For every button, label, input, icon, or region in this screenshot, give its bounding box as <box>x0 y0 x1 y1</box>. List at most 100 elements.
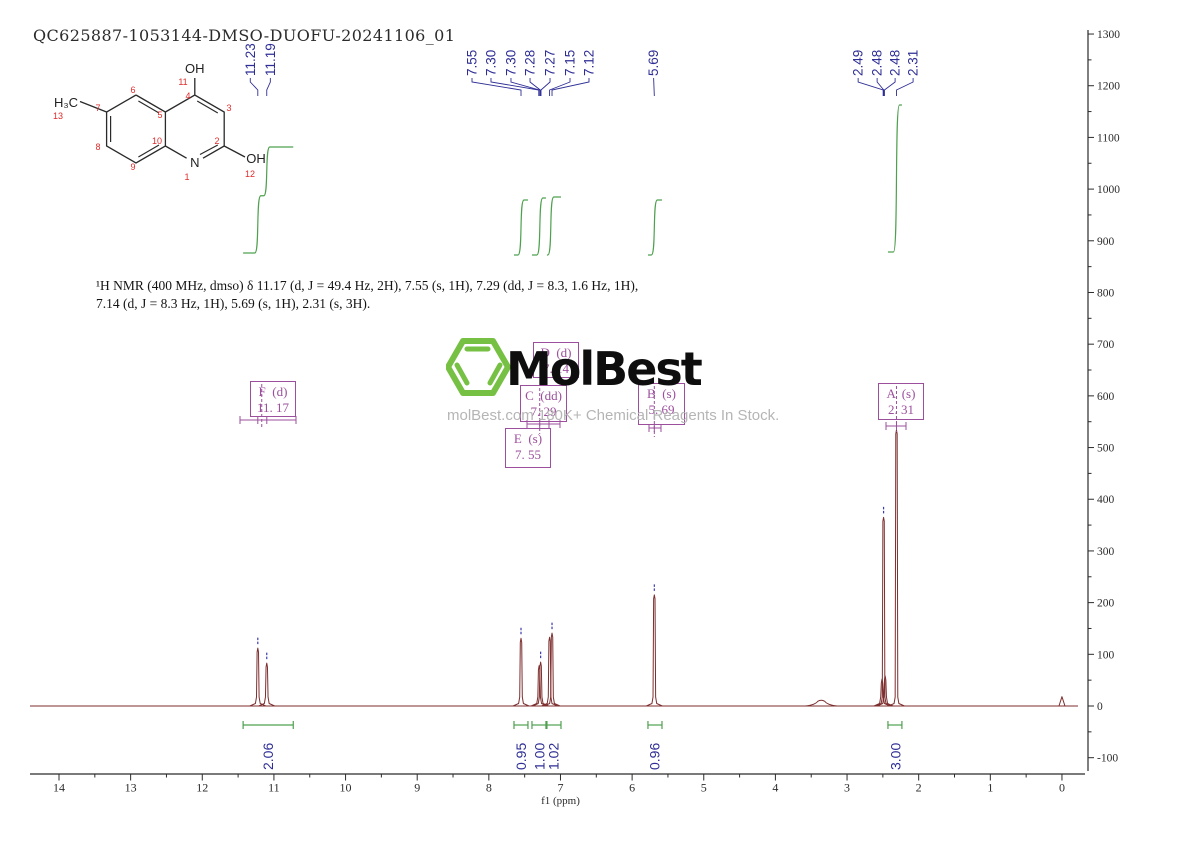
peak-label: 7.27 <box>543 50 558 76</box>
integral-value-label: 1.00 <box>531 743 547 770</box>
peak-label: 7.30 <box>483 50 498 76</box>
integral-value-label: 3.00 <box>887 743 903 770</box>
peak-label-leader <box>540 78 551 96</box>
peak-label: 2.48 <box>888 50 903 76</box>
x-axis-tick-label: 1 <box>987 781 993 795</box>
x-axis-tick-label: 8 <box>486 781 492 795</box>
y-axis-tick-label: 0 <box>1097 701 1103 713</box>
integral-curve <box>647 199 662 256</box>
multiplet-assignment-box: D (d) 7. 14 <box>533 342 579 378</box>
x-axis-tick-label: 2 <box>916 781 922 795</box>
x-axis-tick-label: 11 <box>268 781 280 795</box>
atom-label: 12 <box>245 169 255 179</box>
peak-label: 11.23 <box>243 43 258 76</box>
peak-label: 7.15 <box>563 50 578 76</box>
x-axis-tick-label: 12 <box>196 781 208 795</box>
peak-label: 7.12 <box>581 50 596 76</box>
peak-label: 11.19 <box>263 43 278 76</box>
peak-label-leader <box>653 77 655 97</box>
peak-label-leader <box>510 78 540 96</box>
spectrum-peak <box>532 661 549 707</box>
integral-curve <box>243 146 294 254</box>
x-axis-tick-label: 0 <box>1059 781 1065 795</box>
peak-label-leader <box>883 78 896 96</box>
peak-label: 7.30 <box>503 50 518 76</box>
x-axis-tick-label: 4 <box>772 781 778 795</box>
y-axis-tick-label: -100 <box>1097 753 1118 765</box>
integral-value-label: 0.95 <box>513 743 529 770</box>
integral-value-label: 0.96 <box>647 743 663 770</box>
y-axis-tick-label: 1000 <box>1097 184 1120 196</box>
integral-curve <box>546 196 561 256</box>
y-axis-tick-label: 600 <box>1097 391 1115 403</box>
spectrum-peak <box>541 636 558 707</box>
atom-label: H₃C <box>54 95 78 110</box>
y-axis-tick-label: 1200 <box>1097 81 1120 93</box>
peak-label: 7.28 <box>523 50 538 76</box>
x-axis-tick-label: 9 <box>414 781 420 795</box>
x-axis-tick-label: 7 <box>557 781 563 795</box>
y-axis-tick-label: 900 <box>1097 236 1115 248</box>
peak-label: 2.31 <box>906 50 921 76</box>
spectrum-peak <box>530 665 548 707</box>
multiplet-assignment-box: F (d) 11. 17 <box>250 381 296 417</box>
spectrum-peak <box>543 632 561 707</box>
y-axis-tick-label: 700 <box>1097 339 1115 351</box>
spectrum-peak <box>805 699 838 707</box>
peak-label: 2.48 <box>870 50 885 76</box>
integral-value-label: 2.06 <box>260 743 276 770</box>
atom-label: 6 <box>130 85 135 95</box>
molbest-logo-text: MolBest <box>506 342 703 396</box>
peak-label-leader <box>490 78 540 96</box>
atom-label: 7 <box>95 103 100 113</box>
spectrum-peak <box>875 516 892 707</box>
atom-label: 10 <box>152 136 162 146</box>
peak-label-leader <box>857 78 884 96</box>
y-axis-tick-label: 400 <box>1097 494 1115 506</box>
peak-label-leader <box>471 78 522 96</box>
spectrum-peak <box>646 594 663 707</box>
integral-curve <box>531 197 546 256</box>
peak-label-leader <box>529 78 541 96</box>
x-axis-tick-label: 3 <box>844 781 850 795</box>
atom-label: 5 <box>157 110 162 120</box>
spectrum-peak <box>876 675 894 707</box>
peak-label: 2.49 <box>851 50 866 76</box>
nmr-assignment-text: ¹H NMR (400 MHz, dmso) δ 11.17 (d, J = 4… <box>96 277 676 312</box>
peak-label: 7.55 <box>465 50 480 76</box>
spectrum-peak <box>258 662 275 707</box>
integral-value-label: 1.02 <box>545 743 561 770</box>
multiplet-assignment-box: E (s) 7. 55 <box>505 428 551 468</box>
y-axis-tick-label: 200 <box>1097 598 1115 610</box>
spectrum-peak <box>512 637 530 707</box>
peak-label-leader <box>876 78 885 96</box>
atom-label: 8 <box>95 142 100 152</box>
atom-label: OH <box>185 61 205 76</box>
structure-double-bonds <box>110 100 219 158</box>
atom-label: 3 <box>226 103 231 113</box>
x-axis-tick-label: 13 <box>125 781 137 795</box>
x-axis-tick-label: 5 <box>701 781 707 795</box>
atom-label: 2 <box>214 136 219 146</box>
atom-label: 4 <box>185 91 190 101</box>
multiplet-assignment-box: A (s) 2. 31 <box>878 383 924 420</box>
peak-label-leader <box>549 78 571 96</box>
y-axis-tick-label: 800 <box>1097 287 1115 299</box>
spectrum-peak <box>249 647 267 707</box>
atom-label: 9 <box>130 162 135 172</box>
benzene-hexagon-icon <box>446 338 511 396</box>
peak-label-leader <box>551 78 590 96</box>
multiplet-assignment-box: C (dd) 7. 29 <box>520 385 567 422</box>
atom-label: 11 <box>178 77 187 87</box>
atom-label: 1 <box>184 172 189 182</box>
peak-label-leader <box>249 78 259 96</box>
y-axis-tick-label: 1300 <box>1097 29 1120 41</box>
spectrum-peak <box>1058 696 1066 707</box>
atom-label: N <box>190 155 199 170</box>
integral-curve <box>887 104 902 253</box>
y-axis-tick-label: 1100 <box>1097 132 1120 144</box>
x-axis-tick-label: 6 <box>629 781 635 795</box>
